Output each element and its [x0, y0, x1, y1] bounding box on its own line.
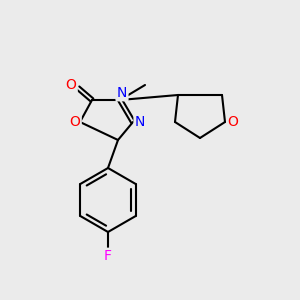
Text: O: O: [70, 115, 80, 129]
Text: F: F: [104, 249, 112, 263]
Text: N: N: [117, 86, 127, 100]
Text: O: O: [66, 78, 76, 92]
Text: O: O: [228, 115, 238, 129]
Text: N: N: [135, 115, 145, 129]
